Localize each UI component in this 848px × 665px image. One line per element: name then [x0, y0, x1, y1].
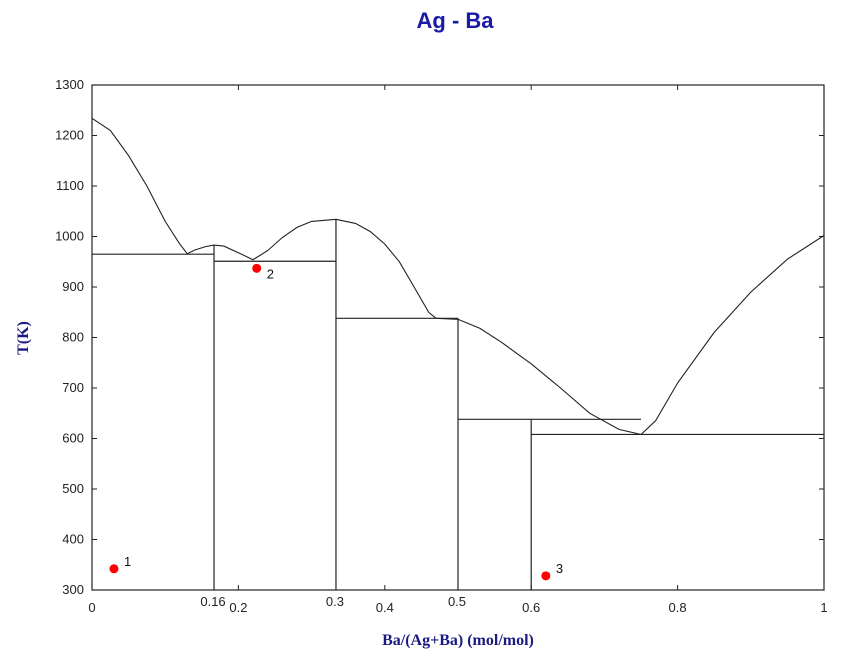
y-tick-label: 500 [62, 481, 84, 496]
chart-title: Ag - Ba [417, 8, 495, 33]
x-axis-label: Ba/(Ag+Ba) (mol/mol) [382, 632, 534, 649]
data-point-label: 2 [267, 266, 274, 281]
y-tick-label: 800 [62, 330, 84, 345]
x-tick-label: 0.4 [376, 600, 394, 615]
data-point-3 [541, 571, 551, 581]
y-tick-label: 700 [62, 380, 84, 395]
y-tick-label: 300 [62, 582, 84, 597]
x-tick-label: 1 [820, 600, 827, 615]
x-marker-label: 0.16 [200, 594, 225, 609]
x-tick-label: 0.8 [669, 600, 687, 615]
y-tick-label: 400 [62, 532, 84, 547]
x-tick-label: 0.6 [522, 600, 540, 615]
data-point-label: 1 [124, 554, 131, 569]
x-marker-label: 0.5 [448, 594, 466, 609]
y-tick-label: 900 [62, 279, 84, 294]
y-tick-label: 600 [62, 431, 84, 446]
y-tick-label: 1200 [55, 128, 84, 143]
y-tick-label: 1000 [55, 229, 84, 244]
liquidus-curve [91, 117, 825, 436]
data-point-2 [252, 263, 262, 273]
y-tick-label: 1100 [56, 178, 84, 193]
y-axis-label: T(K) [15, 321, 32, 355]
y-tick-label: 1300 [55, 77, 84, 92]
data-point-1 [109, 564, 119, 574]
x-tick-label: 0.2 [229, 600, 247, 615]
x-marker-label: 0.3 [326, 594, 344, 609]
data-point-label: 3 [556, 561, 563, 576]
x-tick-label: 0 [88, 600, 95, 615]
